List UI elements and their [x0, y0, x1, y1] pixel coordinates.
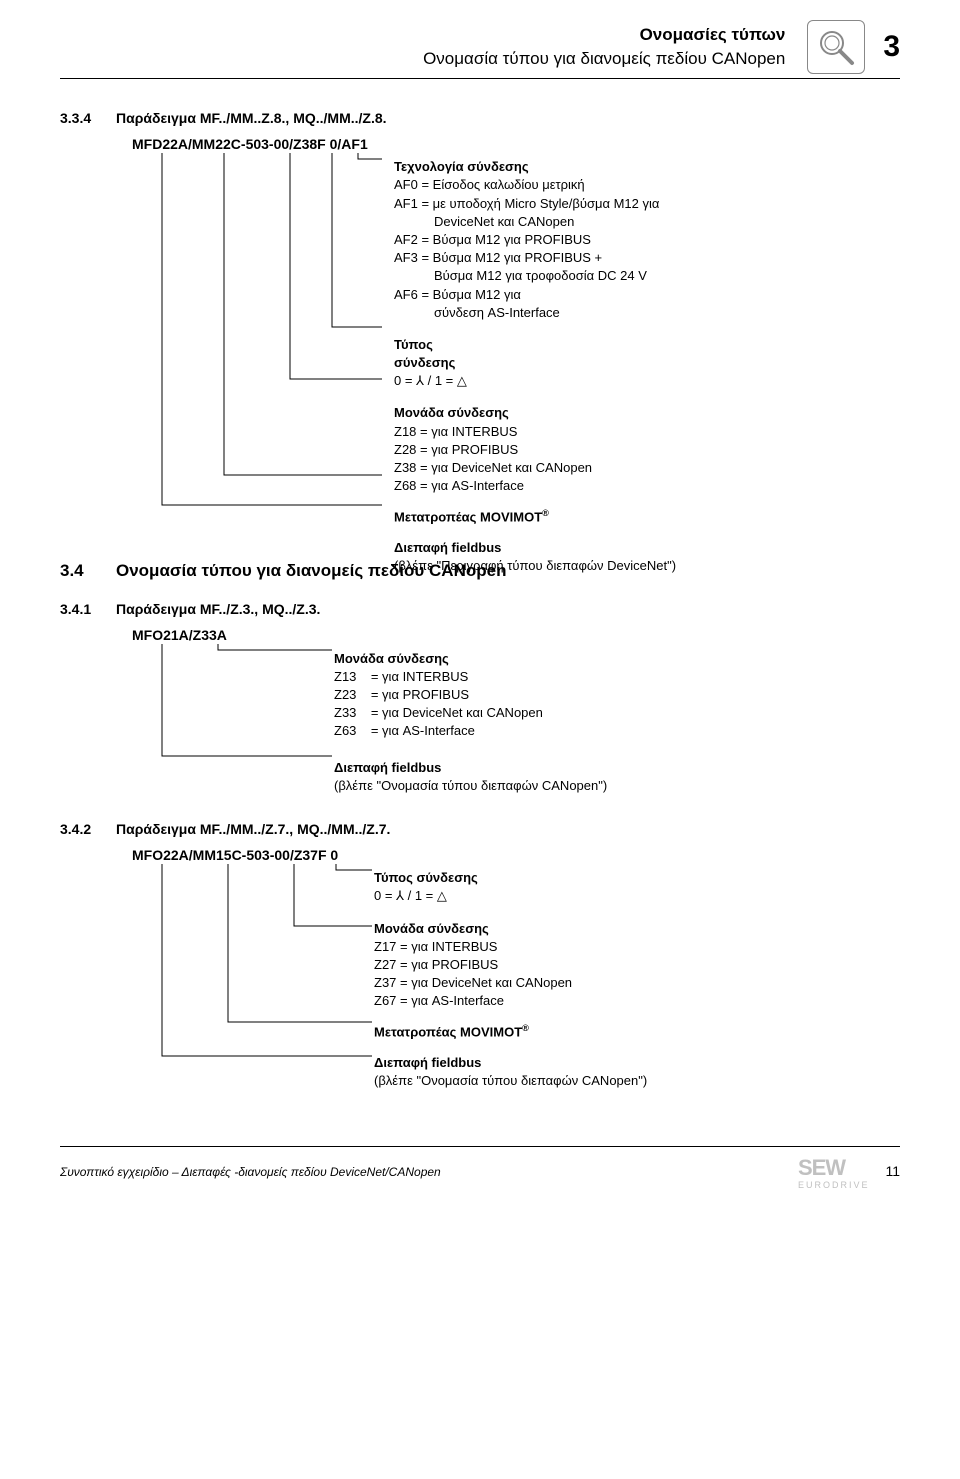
tree-342: MFO22A/MM15C-503-00/Z37F 0 Τύπος σύνδεση… — [132, 846, 900, 1106]
desc-334: Τεχνολογία σύνδεσης AF0 = Είσοδος καλωδί… — [394, 158, 900, 575]
af2: AF2 = Βύσμα M12 για PROFIBUS — [394, 231, 900, 249]
header-titles: Ονομασίες τύπων Ονομασία τύπου για διανο… — [60, 23, 797, 71]
fb-ref-342: (βλέπε "Ονομασία τύπου διεπαφών CANopen"… — [374, 1072, 900, 1090]
z67: Z67 = για AS-Interface — [374, 992, 900, 1010]
section-number-341: 3.4.1 — [60, 600, 116, 620]
mov-334: Μετατροπέας MOVIMOT® — [394, 507, 900, 527]
fb-ref-334: (βλέπε "Περιγραφή τύπου διεπαφών DeviceN… — [394, 557, 900, 575]
unit-title-342: Μονάδα σύνδεσης — [374, 920, 900, 938]
fb-title-341: Διεπαφή fieldbus — [334, 759, 900, 777]
tree-lines-341 — [132, 626, 332, 806]
z18: Z18 = για INTERBUS — [394, 423, 900, 441]
logo-sub: EURODRIVE — [798, 1179, 870, 1192]
type-title: Τύπος — [394, 336, 900, 354]
af0: AF0 = Είσοδος καλωδίου μετρική — [394, 176, 900, 194]
section-number-34: 3.4 — [60, 559, 116, 583]
section-number-342: 3.4.2 — [60, 820, 116, 840]
z13: Z13 = για INTERBUS — [334, 668, 900, 686]
section-title: Παράδειγμα MF../MM..Z.8., MQ../MM../Z.8. — [116, 109, 387, 129]
page-number: 11 — [885, 1162, 900, 1182]
type-line-342: 0 = ⅄ / 1 = △ — [374, 887, 900, 905]
desc-341: Μονάδα σύνδεσης Z13 = για INTERBUS Z23 =… — [334, 650, 900, 795]
unit-title-341: Μονάδα σύνδεσης — [334, 650, 900, 668]
logo-main: SEW — [798, 1155, 845, 1180]
footer-text: Συνοπτικό εγχειρίδιο – Διεπαφές -διανομε… — [60, 1164, 798, 1181]
z27: Z27 = για PROFIBUS — [374, 956, 900, 974]
z33: Z33 = για DeviceNet και CANopen — [334, 704, 900, 722]
af3a: AF3 = Βύσμα M12 για PROFIBUS + — [394, 249, 900, 267]
z37: Z37 = για DeviceNet και CANopen — [374, 974, 900, 992]
tech-title: Τεχνολογία σύνδεσης — [394, 158, 900, 176]
mov-342: Μετατροπέας MOVIMOT® — [374, 1022, 900, 1042]
section-title-341: Παράδειγμα MF../Z.3., MQ../Z.3. — [116, 600, 320, 620]
af3b: Βύσμα M12 για τροφοδοσία DC 24 V — [394, 267, 900, 285]
fb-title-342: Διεπαφή fieldbus — [374, 1054, 900, 1072]
z23: Z23 = για PROFIBUS — [334, 686, 900, 704]
tree-lines-342 — [132, 846, 372, 1106]
header-title-1: Ονομασίες τύπων — [60, 23, 785, 47]
magnifier-icon — [807, 20, 865, 74]
z68: Z68 = για AS-Interface — [394, 477, 900, 495]
desc-342: Τύπος σύνδεσης 0 = ⅄ / 1 = △ Μονάδα σύνδ… — [374, 869, 900, 1090]
af6b: σύνδεση AS-Interface — [394, 304, 900, 322]
section-3-4-1-head: 3.4.1 Παράδειγμα MF../Z.3., MQ../Z.3. — [60, 600, 900, 620]
section-title-342: Παράδειγμα MF../MM../Z.7., MQ../MM../Z.7… — [116, 820, 390, 840]
z63: Z63 = για AS-Interface — [334, 722, 900, 740]
af1a: AF1 = με υποδοχή Micro Style/βύσμα M12 γ… — [394, 195, 900, 213]
page-header: Ονομασίες τύπων Ονομασία τύπου για διανο… — [60, 20, 900, 79]
tree-341: MFO21A/Z33A Μονάδα σύνδεσης Z13 = για IN… — [132, 626, 900, 806]
af1b: DeviceNet και CANopen — [394, 213, 900, 231]
mov-text-342: Μετατροπέας MOVIMOT — [374, 1025, 522, 1040]
footer-logo: SEW EURODRIVE — [798, 1153, 870, 1192]
type-title2: σύνδεσης — [394, 354, 900, 372]
type-title-342: Τύπος σύνδεσης — [374, 869, 900, 887]
section-3-4-2-head: 3.4.2 Παράδειγμα MF../MM../Z.7., MQ../MM… — [60, 820, 900, 840]
z28: Z28 = για PROFIBUS — [394, 441, 900, 459]
z38: Z38 = για DeviceNet και CANopen — [394, 459, 900, 477]
mov-text: Μετατροπέας MOVIMOT — [394, 510, 542, 525]
header-title-2: Ονομασία τύπου για διανομείς πεδίου CANo… — [60, 47, 785, 71]
tree-lines-334 — [132, 135, 382, 535]
unit-title: Μονάδα σύνδεσης — [394, 404, 900, 422]
chapter-number: 3 — [883, 26, 900, 68]
page-footer: Συνοπτικό εγχειρίδιο – Διεπαφές -διανομε… — [60, 1146, 900, 1192]
type-line: 0 = ⅄ / 1 = △ — [394, 372, 900, 390]
tree-334: MFD22A/MM22C-503-00/Z38F 0/AF1 Τεχνολογί… — [132, 135, 900, 535]
section-3-3-4-head: 3.3.4 Παράδειγμα MF../MM..Z.8., MQ../MM.… — [60, 109, 900, 129]
section-number: 3.3.4 — [60, 109, 116, 129]
af6a: AF6 = Βύσμα M12 για — [394, 286, 900, 304]
fb-title-334: Διεπαφή fieldbus — [394, 539, 900, 557]
fb-ref-341: (βλέπε "Ονομασία τύπου διεπαφών CANopen"… — [334, 777, 900, 795]
z17: Z17 = για INTERBUS — [374, 938, 900, 956]
